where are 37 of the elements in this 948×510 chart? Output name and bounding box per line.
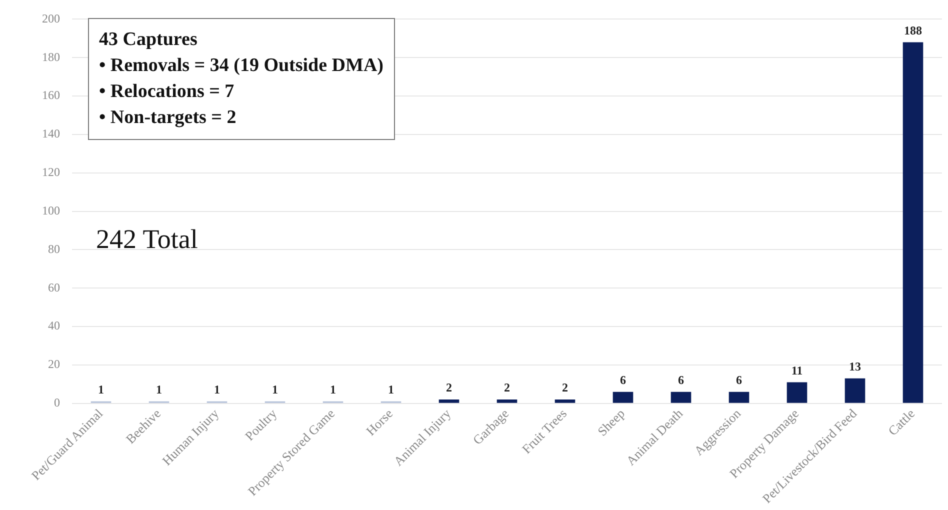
data-label: 11 bbox=[791, 363, 803, 378]
data-label: 6 bbox=[678, 372, 684, 387]
data-label: 188 bbox=[904, 23, 922, 38]
data-label: 1 bbox=[330, 382, 336, 397]
annotation: 43 Captures • Removals = 34 (19 Outside DMA) • Relocations = 7 • Non-targets = 2 bbox=[88, 18, 395, 140]
data-label: 2 bbox=[504, 380, 510, 395]
y-tick-label: 100 bbox=[42, 203, 60, 218]
y-tick-label: 200 bbox=[42, 11, 60, 26]
y-tick-label: 180 bbox=[42, 50, 60, 64]
annotation: 242 Total bbox=[96, 224, 198, 255]
data-label: 1 bbox=[388, 382, 394, 397]
y-tick-label: 160 bbox=[42, 88, 60, 102]
y-tick-label: 60 bbox=[48, 280, 60, 294]
bar bbox=[786, 382, 808, 403]
data-label: 2 bbox=[562, 380, 568, 395]
y-tick-label: 40 bbox=[48, 318, 60, 333]
data-label: 6 bbox=[620, 372, 626, 387]
bar bbox=[612, 392, 634, 403]
bar bbox=[902, 42, 924, 403]
data-label: 1 bbox=[272, 382, 278, 397]
bar bbox=[844, 378, 866, 403]
data-label: 1 bbox=[156, 382, 162, 397]
bar bbox=[670, 392, 692, 403]
y-tick-label: 140 bbox=[42, 126, 60, 141]
y-tick-label: 80 bbox=[48, 242, 60, 256]
y-tick-label: 120 bbox=[42, 165, 60, 180]
bar bbox=[496, 400, 518, 403]
data-label: 2 bbox=[446, 380, 452, 395]
data-label: 13 bbox=[849, 359, 861, 374]
bar bbox=[728, 392, 750, 403]
data-label: 6 bbox=[736, 372, 742, 387]
bar bbox=[554, 400, 576, 403]
data-label: 1 bbox=[214, 382, 220, 397]
y-tick-label: 20 bbox=[48, 357, 60, 372]
data-label: 1 bbox=[98, 382, 104, 397]
y-tick-label: 0 bbox=[54, 396, 60, 410]
bar bbox=[438, 400, 460, 403]
